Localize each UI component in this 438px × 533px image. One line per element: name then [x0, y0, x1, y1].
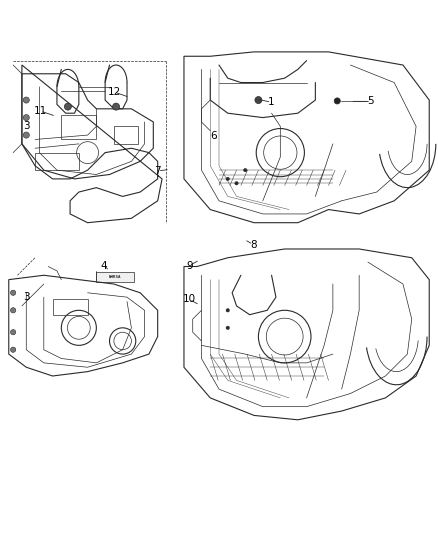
Text: 10: 10: [183, 294, 196, 304]
Bar: [35, 152, 79, 170]
Circle shape: [334, 98, 340, 104]
Text: 3: 3: [23, 292, 30, 302]
Circle shape: [255, 96, 262, 103]
Text: 12: 12: [108, 87, 121, 97]
Text: 3: 3: [23, 122, 30, 131]
Text: NHRSA: NHRSA: [109, 275, 121, 279]
Text: 5: 5: [367, 96, 374, 107]
Bar: [53, 300, 88, 314]
Circle shape: [226, 309, 230, 312]
Circle shape: [23, 132, 29, 138]
Text: 1: 1: [268, 97, 275, 107]
Text: 4: 4: [101, 261, 108, 271]
Text: 7: 7: [154, 166, 161, 176]
Circle shape: [113, 103, 120, 110]
Circle shape: [64, 103, 71, 110]
Text: 9: 9: [186, 261, 193, 271]
Text: 8: 8: [250, 240, 257, 249]
Circle shape: [235, 182, 238, 185]
Circle shape: [23, 115, 29, 120]
Circle shape: [226, 177, 230, 181]
Circle shape: [11, 347, 16, 352]
Circle shape: [23, 97, 29, 103]
Text: 11: 11: [34, 106, 47, 116]
Circle shape: [226, 326, 230, 329]
Bar: [61, 115, 96, 140]
Circle shape: [244, 168, 247, 172]
Text: 6: 6: [210, 131, 217, 141]
Bar: [96, 272, 134, 282]
Circle shape: [11, 290, 16, 295]
Circle shape: [11, 329, 16, 335]
Bar: [114, 126, 138, 144]
Circle shape: [11, 308, 16, 313]
